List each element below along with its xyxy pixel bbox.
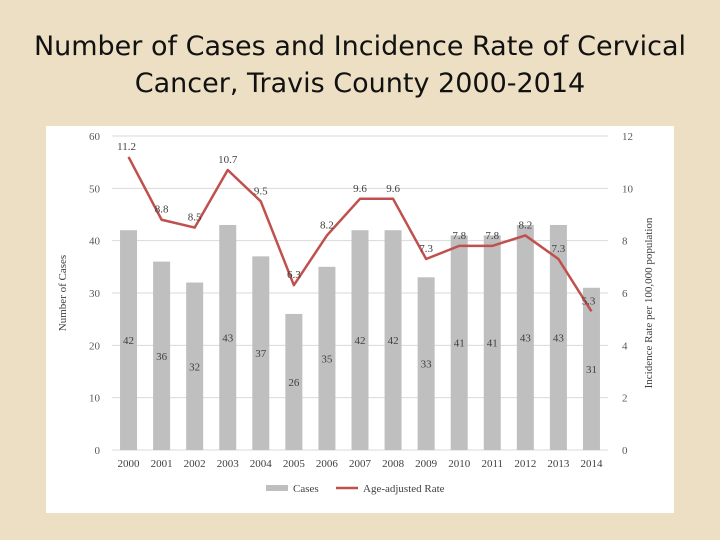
rate-value-label: 6.3 — [287, 269, 301, 281]
x-tick-label: 2013 — [547, 458, 570, 470]
bar-cases-2001 — [153, 261, 171, 450]
y-left-tick-label: 60 — [89, 131, 101, 143]
title-line-2: Cancer, Travis County 2000-2014 — [134, 68, 586, 99]
rate-value-label: 10.7 — [218, 154, 238, 166]
legend-label-rate: Age-adjusted Rate — [363, 483, 445, 495]
bar-cases-2013 — [549, 224, 567, 450]
title-line-1: Number of Cases and Incidence Rate of Ce… — [33, 31, 687, 62]
rate-value-label: 7.3 — [552, 243, 566, 255]
y-right-tick-label: 0 — [622, 445, 628, 457]
x-tick-label: 2007 — [349, 458, 372, 470]
bar-cases-2009 — [417, 277, 435, 450]
legend-swatch-cases — [266, 485, 288, 491]
y-right-tick-label: 12 — [622, 131, 633, 143]
x-tick-label: 2006 — [316, 458, 339, 470]
x-tick-label: 2008 — [382, 458, 405, 470]
y-right-tick-label: 6 — [622, 288, 628, 300]
bar-value-label: 36 — [156, 351, 168, 363]
rate-value-label: 7.8 — [452, 230, 466, 242]
bar-value-label: 41 — [487, 338, 498, 350]
bar-cases-2000 — [120, 230, 138, 450]
bar-value-label: 41 — [454, 338, 465, 350]
y-left-tick-label: 20 — [89, 340, 101, 352]
y-right-tick-label: 10 — [622, 183, 634, 195]
y-left-axis-title: Number of Cases — [57, 255, 69, 331]
bar-cases-2004 — [252, 256, 270, 450]
x-tick-label: 2010 — [448, 458, 471, 470]
bar-value-label: 35 — [321, 353, 333, 365]
x-tick-label: 2012 — [514, 458, 536, 470]
x-tick-label: 2003 — [217, 458, 240, 470]
x-tick-label: 2002 — [184, 458, 206, 470]
bar-value-label: 33 — [421, 359, 433, 371]
rate-value-label: 7.3 — [419, 243, 433, 255]
legend-label-cases: Cases — [293, 483, 319, 495]
bar-cases-2006 — [318, 266, 336, 450]
bar-value-label: 31 — [586, 364, 597, 376]
bar-cases-2014 — [582, 287, 600, 450]
rate-value-label: 8.2 — [518, 219, 532, 231]
rate-value-label: 9.6 — [353, 183, 367, 195]
y-right-tick-label: 2 — [622, 393, 628, 405]
y-left-tick-label: 50 — [89, 183, 101, 195]
bar-cases-2002 — [186, 282, 204, 450]
bar-value-label: 42 — [388, 335, 399, 347]
bar-value-label: 26 — [288, 377, 300, 389]
bar-cases-2007 — [351, 230, 369, 450]
y-left-tick-label: 40 — [89, 236, 101, 248]
y-left-tick-label: 10 — [89, 393, 101, 405]
x-tick-label: 2009 — [415, 458, 438, 470]
bar-cases-2011 — [483, 235, 501, 450]
bar-value-label: 42 — [123, 335, 134, 347]
bar-cases-2003 — [219, 224, 237, 450]
y-left-tick-label: 30 — [89, 288, 101, 300]
x-tick-label: 2004 — [250, 458, 272, 470]
x-tick-label: 2005 — [283, 458, 306, 470]
rate-value-label: 9.6 — [386, 183, 400, 195]
bar-cases-2008 — [384, 230, 402, 450]
bar-cases-2010 — [450, 235, 468, 450]
rate-value-label: 7.8 — [485, 230, 499, 242]
x-tick-label: 2014 — [580, 458, 603, 470]
x-tick-label: 2011 — [481, 458, 503, 470]
line-age-adjusted-rate — [127, 156, 593, 312]
y-right-tick-label: 8 — [622, 236, 628, 248]
slide-title: Number of Cases and Incidence Rate of Ce… — [20, 28, 700, 102]
y-right-axis-title: Incidence Rate per 100,000 population — [643, 217, 655, 388]
bar-value-label: 32 — [189, 361, 200, 373]
y-left-tick-label: 0 — [95, 445, 101, 457]
bar-value-label: 42 — [355, 335, 366, 347]
bar-value-label: 43 — [553, 332, 565, 344]
bar-cases-2005 — [285, 313, 303, 450]
rate-value-label: 5.3 — [582, 295, 596, 307]
y-right-tick-label: 4 — [622, 340, 628, 352]
rate-value-label: 9.5 — [254, 185, 268, 197]
rate-value-label: 8.5 — [188, 212, 202, 224]
bar-value-label: 43 — [222, 332, 234, 344]
rate-value-label: 8.2 — [320, 219, 334, 231]
rate-value-label: 11.2 — [117, 141, 136, 153]
x-tick-label: 2000 — [118, 458, 140, 470]
bar-cases-2012 — [516, 224, 534, 450]
bar-value-label: 37 — [255, 348, 266, 360]
bar-value-label: 43 — [520, 332, 532, 344]
rate-value-label: 8.8 — [155, 204, 169, 216]
chart-panel: 42 36 32 43 37 26 35 42 42 33 41 41 43 43 31 11.2 8.8 8.… — [46, 126, 674, 513]
x-tick-label: 2001 — [151, 458, 173, 470]
